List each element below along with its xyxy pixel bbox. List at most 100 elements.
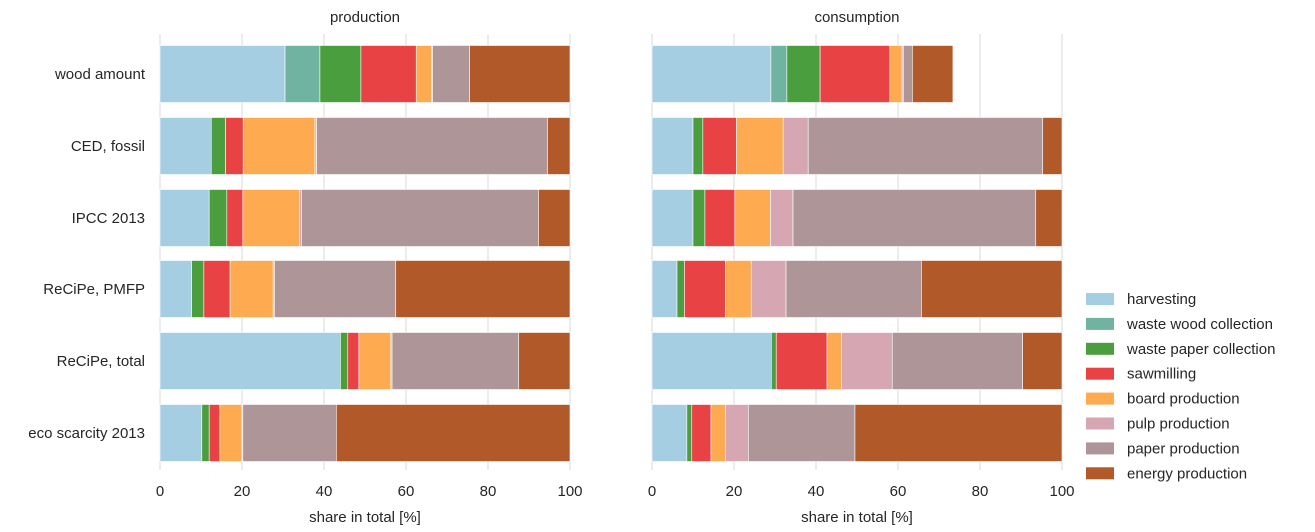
bar-segment-board-production [734,189,771,247]
category-label: eco scarcity 2013 [28,425,145,442]
bar-segment-harvesting [159,117,212,175]
legend-swatch [1086,417,1114,430]
bar-segment-waste-paper-collection [692,189,706,247]
bar-segment-paper-production [301,189,539,247]
bar-segment-paper-production [316,117,548,175]
bar-segment-harvesting [159,189,210,247]
bar-segment-harvesting [651,189,694,247]
bar-segment-paper-production [432,45,470,103]
bar-segment-paper-production [785,260,922,318]
x-tick-label: 100 [557,483,582,500]
bar-segment-sawmilling [360,45,417,103]
panel-consumption: consumption 0 20 40 60 80 100 share in total [%… [648,9,1075,526]
legend-label: paper production [1127,440,1240,457]
bar-segment-board-production [826,332,842,390]
bar-segment-board-production [358,332,392,390]
bar-segment-waste-paper-collection [191,260,205,318]
bar-segment-sawmilling [347,332,360,390]
x-tick-label: 20 [234,483,251,500]
bar-segment-board-production [725,260,752,318]
bar-segment-paper-production [391,332,520,390]
bar-segment-energy-production [1022,332,1063,390]
bar-segment-board-production [219,404,243,462]
legend-label: energy production [1127,465,1247,482]
bar-segment-pulp-production [841,332,893,390]
x-tick-label: 100 [1049,483,1074,500]
legend-swatch [1086,392,1114,405]
legend-label: board production [1127,391,1240,408]
bar-segment-board-production [242,189,300,247]
bar-segment-pulp-production [299,189,302,247]
bar-segment-pulp-production [770,189,794,247]
x-tick-label: 40 [316,483,333,500]
bar-segment-pulp-production [725,404,749,462]
panel-production: production 0 20 40 60 80 100 share in total [%] [156,9,583,526]
bar-segment-board-production [736,117,784,175]
legend-label: harvesting [1127,291,1196,308]
bar-segment-sawmilling [203,260,231,318]
bar-segment-energy-production [469,45,571,103]
x-tick-label: 80 [480,483,497,500]
bar-segment-board-production [242,117,316,175]
legend-label: sawmilling [1127,366,1196,383]
bar-segment-board-production [229,260,274,318]
legend-label: waste paper collection [1126,341,1275,358]
legend-swatch [1086,317,1114,330]
x-tick-label: 0 [648,483,656,500]
bar-segment-harvesting [651,332,772,390]
bar-segment-board-production [710,404,726,462]
bar-segment-waste-wood-collection [284,45,321,103]
x-axis-label: share in total [%] [801,509,913,526]
bar-segment-sawmilling [208,404,221,462]
bar-segment-waste-paper-collection [340,332,349,390]
bar-segment-energy-production [921,260,1063,318]
bar-segment-energy-production [518,332,571,390]
category-label: IPCC 2013 [72,210,145,227]
legend-swatch [1086,342,1114,355]
category-label: CED, fossil [71,138,145,155]
bar-segment-waste-paper-collection [676,260,685,318]
bar-segment-energy-production [1042,117,1063,175]
x-tick-label: 20 [726,483,743,500]
legend-swatch [1086,293,1114,305]
legend-label: waste wood collection [1126,316,1273,333]
bar-segment-harvesting [651,260,678,318]
bar-segment-harvesting [159,332,341,390]
bar-segment-board-production [415,45,432,103]
bar-segment-waste-paper-collection [692,117,704,175]
bar-segment-paper-production [748,404,856,462]
bar-segment-harvesting [159,45,286,103]
bar-segment-energy-production [395,260,571,318]
bar-segment-pulp-production [750,260,787,318]
legend-swatch [1086,467,1114,480]
bar-segment-paper-production [274,260,397,318]
panel-title: production [330,9,400,26]
bar-segment-waste-paper-collection [319,45,362,103]
x-tick-label: 80 [972,483,989,500]
bar-segment-waste-paper-collection [201,404,210,462]
bar-segment-sawmilling [819,45,891,103]
bar-segment-sawmilling [775,332,828,390]
bar-segment-waste-paper-collection [210,117,226,175]
bar-segment-paper-production [891,332,1023,390]
bar-segment-harvesting [651,117,694,175]
bar-segment-paper-production [903,45,913,103]
bar-segment-waste-paper-collection [786,45,821,103]
bar-segment-sawmilling [691,404,712,462]
bar-segment-waste-paper-collection [686,404,693,462]
bar-segment-sawmilling [225,117,244,175]
bar-segment-harvesting [651,45,772,103]
bar-segment-harvesting [651,404,688,462]
bar-segment-paper-production [242,404,337,462]
category-label: ReCiPe, total [57,353,145,370]
bar-segment-energy-production [1035,189,1063,247]
bar-segment-energy-production [538,189,571,247]
bar-segment-waste-paper-collection [771,332,777,390]
legend: harvesting waste wood collection waste pap… [1086,291,1275,482]
x-tick-label: 60 [398,483,415,500]
bar-segment-sawmilling [684,260,726,318]
legend-label: pulp production [1127,416,1230,433]
bar-segment-harvesting [159,404,203,462]
bar-segment-sawmilling [226,189,244,247]
legend-swatch [1086,442,1114,455]
